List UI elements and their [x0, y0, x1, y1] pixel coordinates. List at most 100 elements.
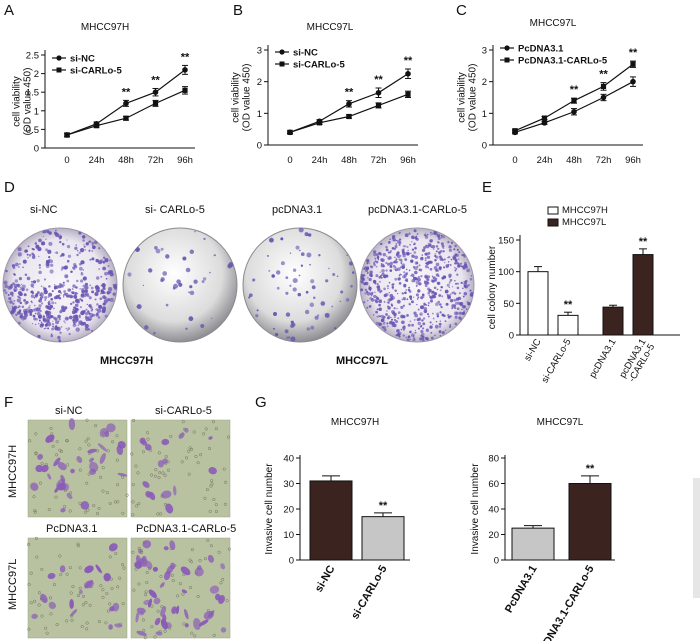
membrane-pore: [134, 464, 138, 468]
colony-dot: [387, 251, 391, 254]
colony-dot: [16, 283, 20, 287]
colony-dot: [412, 338, 416, 342]
colony-dot: [416, 303, 418, 306]
colony-dot: [53, 307, 55, 310]
colony-dot: [42, 235, 45, 238]
colony-dot: [109, 259, 111, 261]
colony-dot: [86, 303, 88, 306]
colony-dot: [73, 265, 78, 269]
legend-marker: [56, 67, 62, 73]
invaded-cell: [47, 473, 52, 480]
colony-dot: [442, 250, 445, 253]
colony-dot: [33, 317, 37, 321]
colony-dot: [440, 258, 443, 260]
membrane-pore: [48, 596, 53, 600]
colony-dot: [377, 315, 380, 318]
colony-dot: [454, 306, 457, 310]
membrane-pore: [83, 510, 88, 514]
colony-dot: [200, 323, 205, 329]
colony-dot: [387, 287, 389, 290]
colony-dot: [407, 323, 411, 327]
colony-dot: [447, 314, 450, 317]
colony-dot: [467, 302, 471, 306]
colony-dot: [72, 284, 76, 288]
colony-dot: [376, 255, 380, 259]
membrane-pore: [211, 420, 215, 424]
invasion-micrograph-si-carlo5: [130, 418, 231, 518]
colony-dot: [314, 315, 319, 320]
colony-dot: [57, 314, 61, 319]
membrane-pore: [108, 501, 112, 506]
colony-dot: [418, 268, 421, 271]
colony-dot: [409, 295, 413, 299]
colony-dot: [389, 238, 391, 241]
colony-dot: [136, 305, 140, 308]
colony-dot: [400, 255, 402, 257]
colony-dot: [45, 259, 50, 264]
membrane-pore: [108, 602, 112, 606]
membrane-pore: [154, 468, 158, 472]
colony-dot: [413, 243, 415, 246]
invaded-cell: [184, 608, 189, 620]
invaded-cell: [95, 564, 102, 574]
colony-dot: [61, 305, 65, 309]
colony-dot: [32, 322, 34, 325]
membrane-pore: [29, 601, 33, 605]
membrane-pore: [226, 435, 231, 439]
colony-dot: [441, 295, 444, 298]
colony-dot: [103, 296, 108, 301]
colony-dot: [395, 258, 398, 261]
colony-dot: [431, 232, 434, 235]
chart-g-mhcc97h-invasion: MHCC97H 0 10 20 30 40 Invasive cell number si-N…: [264, 417, 410, 621]
membrane-pore: [206, 538, 210, 542]
membrane-pore: [217, 550, 221, 554]
membrane-pore: [176, 594, 180, 598]
membrane-pore: [55, 453, 59, 457]
colony-dot: [424, 280, 426, 282]
colony-dot: [105, 277, 108, 280]
colony-dot: [406, 338, 410, 342]
colony-dot: [3, 289, 6, 292]
y-axis-label: cell viability(OD value 450): [457, 64, 479, 132]
colony-dot: [373, 294, 377, 299]
invasion-col-si-nc: si-NC: [55, 405, 83, 417]
colony-dot: [324, 312, 330, 318]
colony-dot: [447, 240, 450, 244]
colony-dot: [378, 299, 383, 304]
colony-dot: [374, 257, 377, 260]
colony-dot: [425, 328, 430, 332]
colony-dot: [160, 278, 164, 283]
membrane-pore: [80, 624, 84, 629]
colony-dot: [18, 276, 23, 281]
invaded-cell: [194, 567, 204, 577]
colony-dot: [345, 298, 350, 302]
colony-dot: [340, 290, 344, 294]
membrane-pore: [202, 432, 206, 436]
colony-dot: [460, 265, 463, 268]
colony-dot: [19, 292, 23, 297]
y-axis-label: cell viability(OD value 450): [231, 64, 253, 132]
membrane-pore: [145, 431, 150, 435]
colony-dot: [38, 264, 41, 267]
colony-dot: [47, 327, 50, 330]
colony-dot: [62, 296, 65, 298]
colony-dot: [439, 320, 441, 322]
colony-dot: [134, 247, 140, 252]
colony-dot: [369, 265, 372, 268]
colony-dot: [427, 304, 430, 307]
colony-dot: [392, 238, 397, 242]
colony-dot: [46, 316, 51, 321]
colony-dot: [464, 305, 466, 308]
colony-dot: [101, 283, 106, 288]
colony-dot: [89, 284, 91, 287]
membrane-pore: [159, 574, 163, 578]
colony-dot: [379, 274, 382, 277]
colony-dot: [382, 326, 387, 330]
membrane-pore: [189, 447, 194, 451]
colony-dot: [30, 300, 33, 303]
data-point: [630, 78, 636, 85]
significance-mark: **: [629, 47, 638, 59]
colony-dot: [94, 298, 97, 301]
colony-dot: [462, 287, 464, 290]
panel-letter-d: D: [4, 179, 15, 196]
